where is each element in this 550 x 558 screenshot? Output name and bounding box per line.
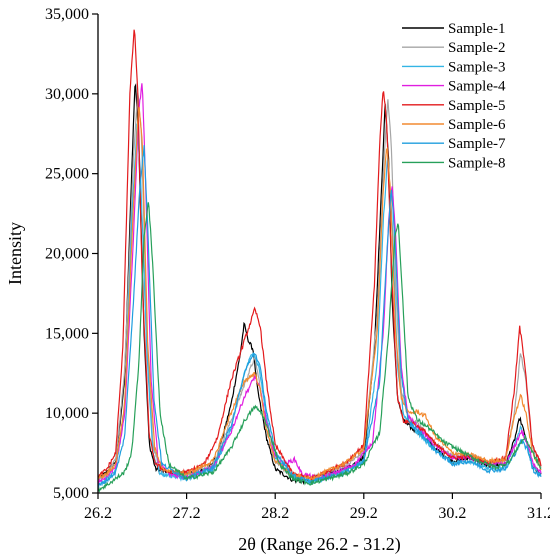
legend-label-6: Sample-6 xyxy=(448,117,506,133)
y-tick-label: 35,000 xyxy=(45,6,89,23)
y-tick-label: 25,000 xyxy=(45,166,89,183)
y-tick-label: 20,000 xyxy=(45,246,89,263)
legend-label-5: Sample-5 xyxy=(448,98,506,114)
y-tick-label: 10,000 xyxy=(45,405,89,422)
y-tick-label: 15,000 xyxy=(45,325,89,342)
ticks-group: 26.2 27.2 28.2 29.2 30.2 31.2 5,000 10,000 15,00… xyxy=(45,6,550,522)
y-tick-label: 5,000 xyxy=(53,485,89,502)
x-tick-label: 29.2 xyxy=(350,505,378,522)
x-tick-label: 30.2 xyxy=(438,505,466,522)
legend-label-3: Sample-3 xyxy=(448,59,506,75)
series-group xyxy=(97,29,542,493)
legend-label-7: Sample-7 xyxy=(448,136,506,152)
legend-label-2: Sample-2 xyxy=(448,40,506,56)
legend: Sample-1 Sample-2 Sample-3 Sample-4 Sample-5… xyxy=(402,21,506,171)
legend-label-8: Sample-8 xyxy=(448,155,506,171)
x-tick-label: 31.2 xyxy=(527,505,550,522)
y-tick-label: 30,000 xyxy=(45,86,89,103)
x-axis-title: 2θ (Range 26.2 - 31.2) xyxy=(238,534,401,555)
x-tick-label: 27.2 xyxy=(173,505,201,522)
series-line-7 xyxy=(97,145,542,488)
x-tick-label: 28.2 xyxy=(261,505,289,522)
y-axis-title: Intensity xyxy=(5,222,25,285)
series-line-8 xyxy=(97,202,542,493)
legend-label-4: Sample-4 xyxy=(448,79,506,95)
x-tick-label: 26.2 xyxy=(84,505,112,522)
legend-label-1: Sample-1 xyxy=(448,21,506,37)
